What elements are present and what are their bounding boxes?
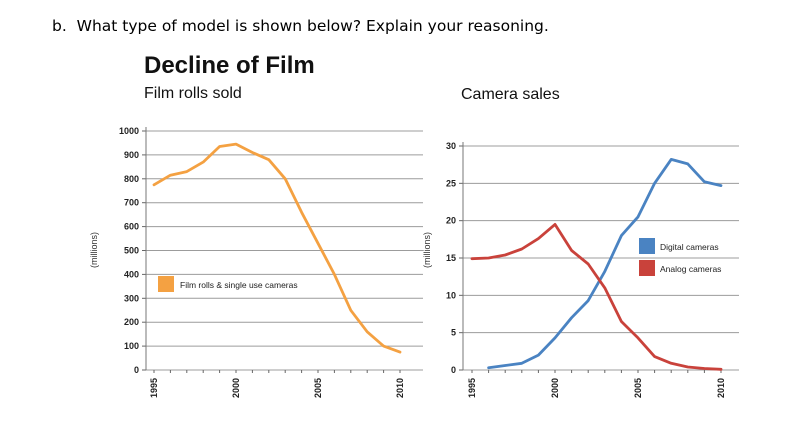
y-tick-label: 25 [446, 178, 456, 188]
left-chart-title: Film rolls sold [144, 85, 242, 102]
x-tick-label: 2000 [550, 378, 560, 398]
y-tick-label: 0 [134, 365, 139, 375]
legend-label: Digital cameras [660, 242, 719, 252]
y-tick-label: 30 [446, 141, 456, 151]
y-tick-label: 300 [124, 293, 139, 303]
chart-0: 0 100 200 300 400 500 600 700 800 900 1000 1995 2000… [89, 126, 423, 398]
y-tick-label: 600 [124, 222, 139, 232]
y-tick-label: 500 [124, 246, 139, 256]
y-tick-label: 400 [124, 269, 139, 279]
legend-label: Analog cameras [660, 264, 721, 274]
x-tick-label: 1995 [467, 378, 477, 398]
y-tick-label: 700 [124, 198, 139, 208]
y-axis-label: (millions) [422, 232, 432, 268]
y-tick-label: 10 [446, 290, 456, 300]
right-chart-title: Camera sales [461, 86, 560, 103]
y-tick-label: 5 [451, 328, 456, 338]
series-line-analog-cameras [470, 222, 723, 371]
y-tick-label: 900 [124, 150, 139, 160]
y-tick-label: 20 [446, 216, 456, 226]
series-line-film-rolls-single-use-cameras [152, 142, 402, 354]
question-text: b. What type of model is shown below? Ex… [52, 17, 549, 35]
figure-title: Decline of Film [144, 52, 315, 79]
y-axis-label: (millions) [89, 232, 99, 268]
y-tick-label: 0 [451, 365, 456, 375]
x-tick-label: 2010 [395, 378, 405, 398]
legend-label: Film rolls & single use cameras [180, 280, 298, 290]
y-tick-label: 15 [446, 253, 456, 263]
x-tick-label: 1995 [149, 378, 159, 398]
y-tick-label: 800 [124, 174, 139, 184]
x-tick-label: 2010 [716, 378, 726, 398]
legend-swatch [158, 276, 174, 292]
series-line-digital-cameras [487, 157, 723, 370]
x-tick-label: 2005 [633, 378, 643, 398]
y-tick-label: 200 [124, 317, 139, 327]
chart-1: 0 5 10 15 20 25 30 1995 2000 2005 2010 (millions) Di… [422, 141, 739, 398]
y-tick-label: 100 [124, 341, 139, 351]
x-tick-label: 2000 [231, 378, 241, 398]
y-tick-label: 1000 [119, 126, 139, 136]
legend-swatch [639, 260, 655, 276]
x-tick-label: 2005 [313, 378, 323, 398]
legend-swatch [639, 238, 655, 254]
